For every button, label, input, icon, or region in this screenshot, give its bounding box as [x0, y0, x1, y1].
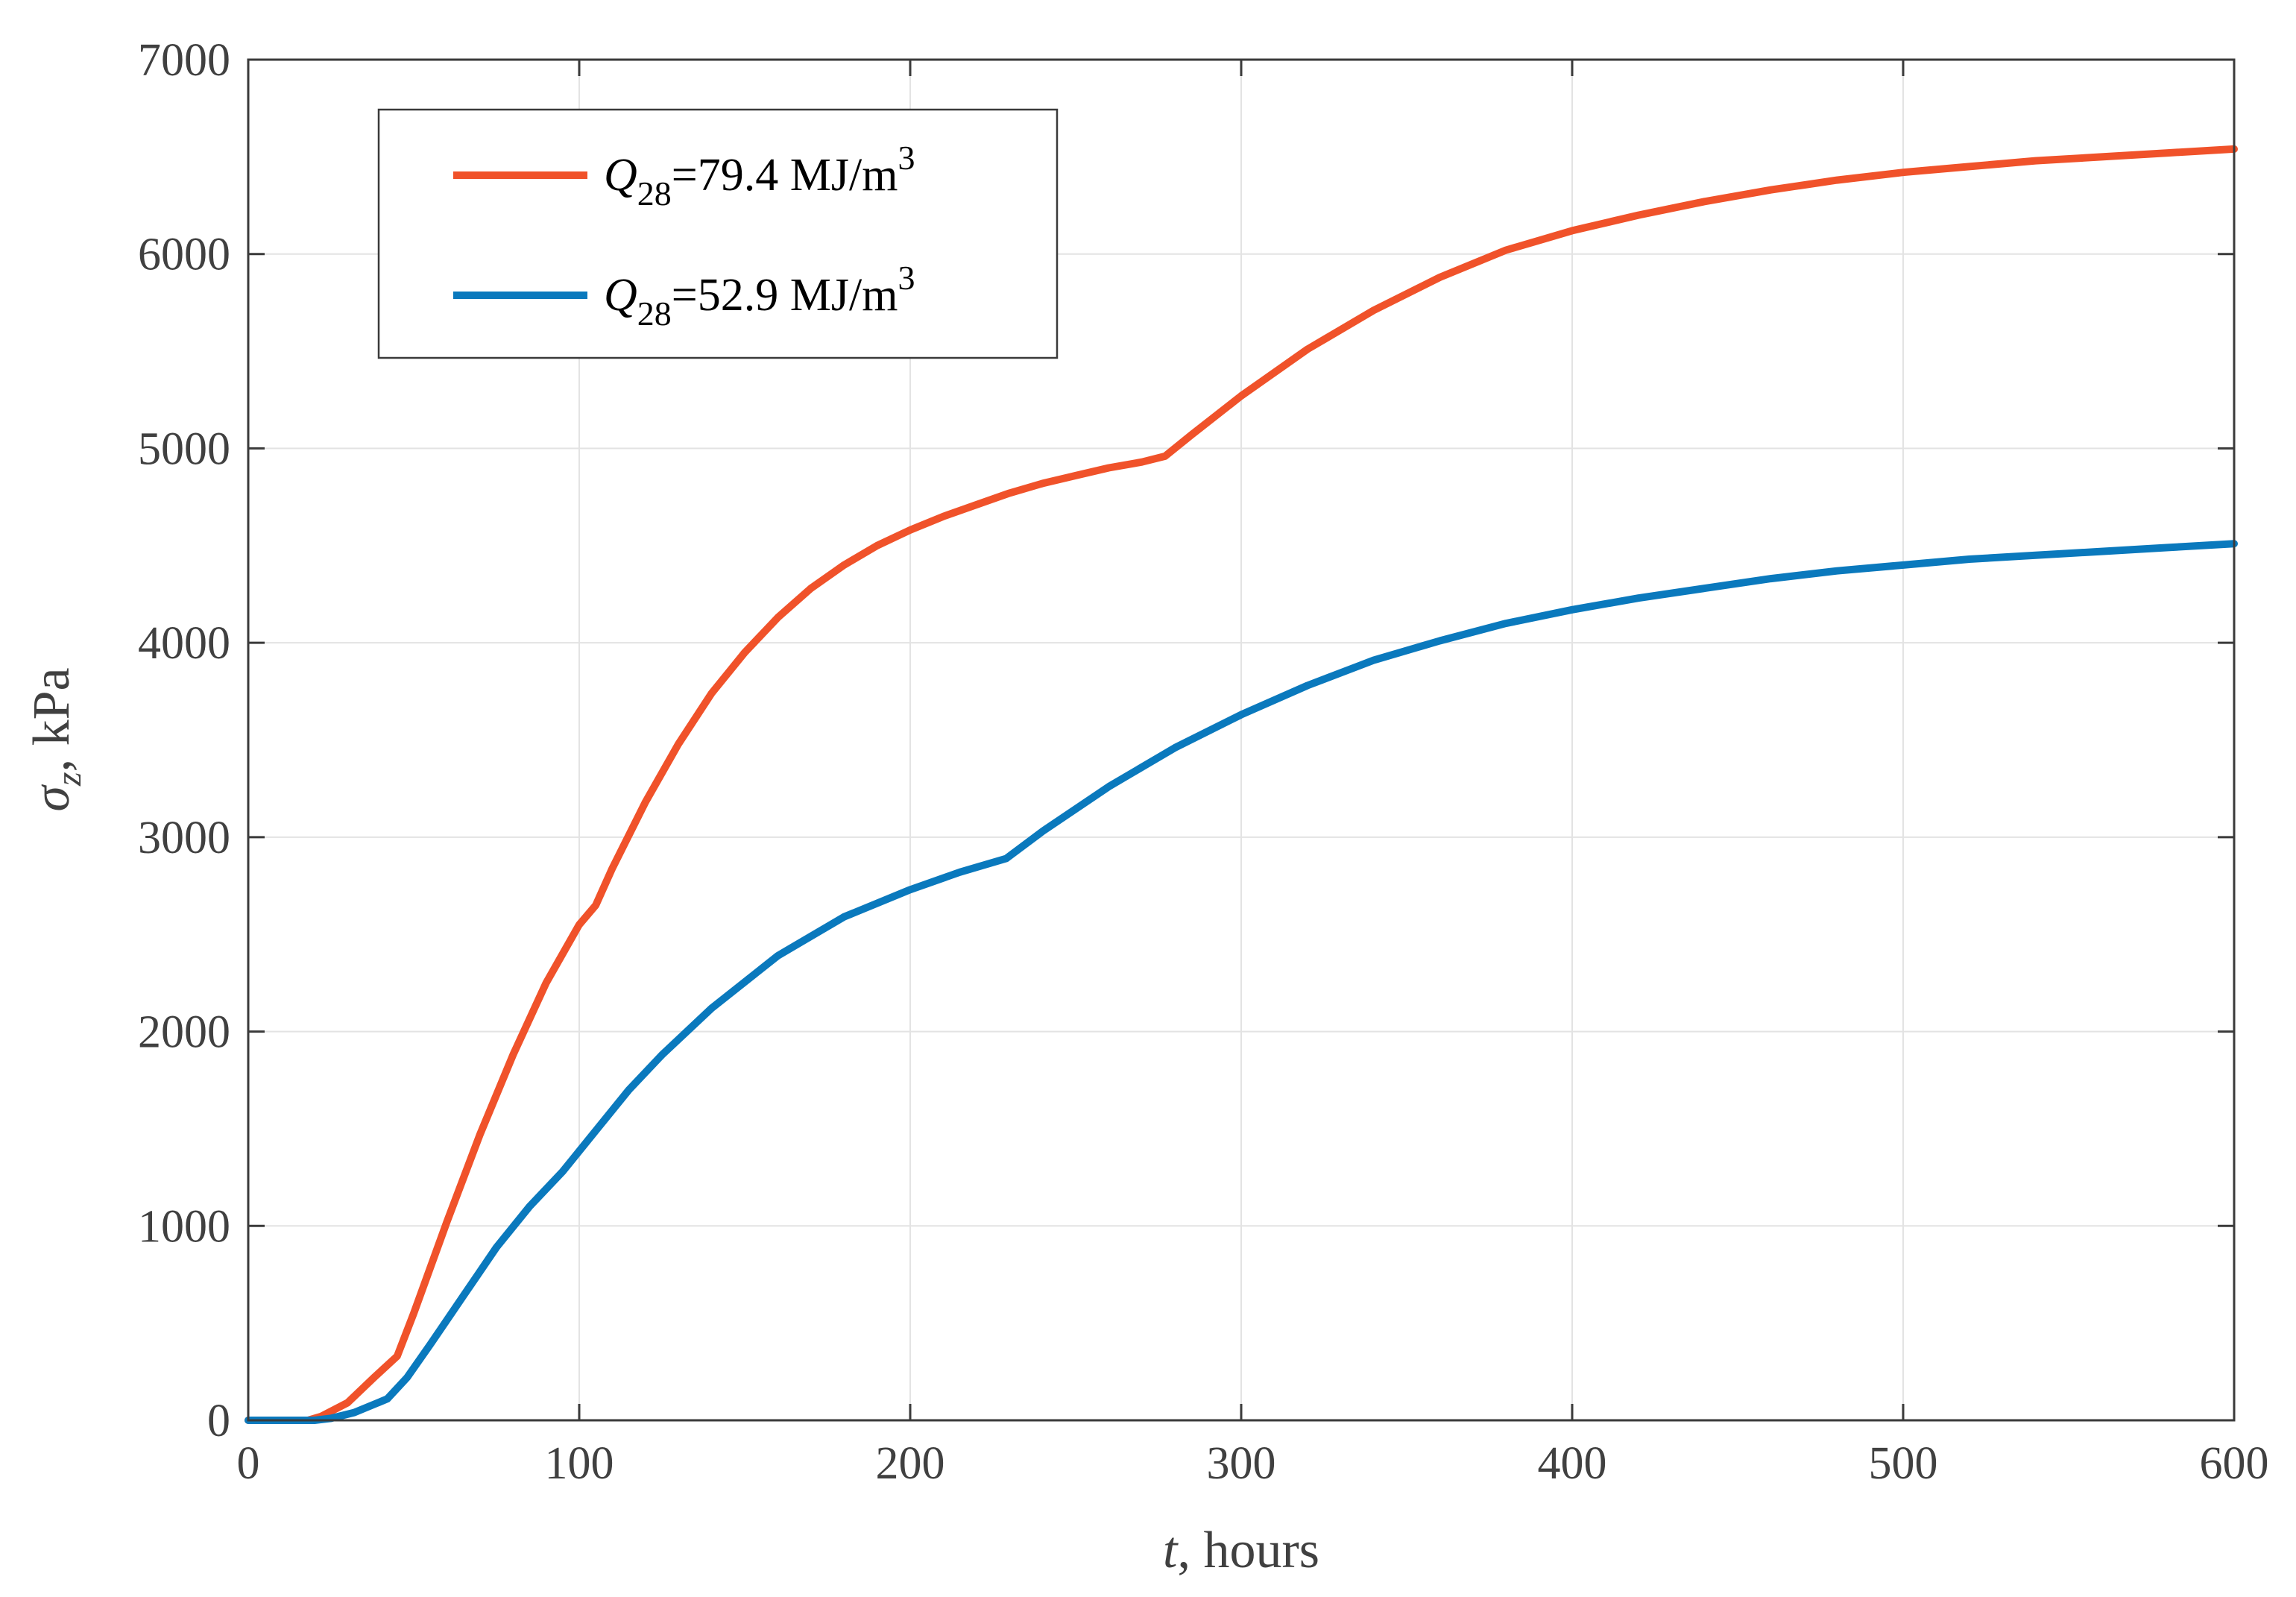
x-tick-label: 600: [2200, 1438, 2269, 1489]
x-tick-label: 100: [545, 1438, 614, 1489]
x-axis-label-var: t: [1163, 1522, 1179, 1579]
y-axis-label-symbol: σ: [23, 784, 81, 812]
tick-marks: [247, 58, 2236, 1422]
legend-1-mid: =79.4 MJ/m: [672, 150, 898, 201]
x-tick-label: 400: [1538, 1438, 1607, 1489]
y-tick-label: 2000: [138, 1007, 230, 1058]
series-line-2: [245, 540, 2238, 1424]
legend-2-mid: =52.9 MJ/m: [672, 270, 898, 321]
x-tick-label: 300: [1207, 1438, 1276, 1489]
legend-2-sub: 28: [637, 294, 672, 333]
y-tick-label: 4000: [138, 618, 230, 669]
legend-2-sup: 3: [898, 259, 915, 297]
x-tick-label: 500: [1869, 1438, 1938, 1489]
y-tick-label: 6000: [138, 230, 230, 280]
y-tick-label: 7000: [138, 35, 230, 86]
y-tick-label: 1000: [138, 1201, 230, 1252]
y-axis-label-subscript: z: [49, 772, 89, 787]
legend-box: [377, 108, 1059, 359]
series-line-1: [245, 145, 2238, 1424]
y-tick-label: 3000: [138, 813, 230, 863]
y-tick-label: 5000: [138, 423, 230, 474]
legend-1-var: Q: [604, 150, 637, 201]
legend-1-sub: 28: [637, 174, 672, 212]
y-axis-label-rest: , kPa: [23, 667, 81, 772]
series-group: [245, 145, 2238, 1424]
legend-1-sup: 3: [898, 139, 915, 177]
x-axis-label: t, hours: [1163, 1522, 1319, 1579]
y-axis-label: σz, kPa: [23, 667, 89, 811]
y-tick-labels: 0 1000 2000 3000 4000 5000 6000 7000: [138, 35, 230, 1446]
x-tick-label: 0: [237, 1438, 260, 1489]
x-tick-labels: 0 100 200 300 400 500 600: [237, 1438, 2269, 1489]
legend: Q28=79.4 MJ/m3 Q28=52.9 MJ/m3: [377, 108, 1059, 359]
legend-label-series-2: Q28=52.9 MJ/m3: [604, 259, 915, 333]
y-tick-label: 0: [207, 1396, 230, 1446]
x-axis-label-rest: , hours: [1177, 1522, 1319, 1579]
legend-2-var: Q: [604, 270, 637, 321]
x-tick-label: 200: [876, 1438, 945, 1489]
legend-label-series-1: Q28=79.4 MJ/m3: [604, 139, 915, 212]
